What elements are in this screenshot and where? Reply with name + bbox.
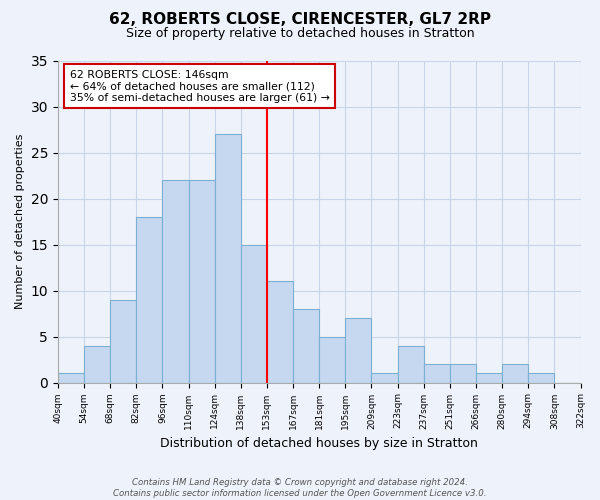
Bar xyxy=(58,374,84,382)
Bar xyxy=(293,309,319,382)
Bar xyxy=(136,217,163,382)
Text: 62 ROBERTS CLOSE: 146sqm
← 64% of detached houses are smaller (112)
35% of semi-: 62 ROBERTS CLOSE: 146sqm ← 64% of detach… xyxy=(70,70,329,103)
Bar xyxy=(346,318,371,382)
Bar xyxy=(319,336,346,382)
Bar xyxy=(84,346,110,383)
Bar xyxy=(188,180,215,382)
Bar xyxy=(371,374,398,382)
Bar xyxy=(528,374,554,382)
Y-axis label: Number of detached properties: Number of detached properties xyxy=(15,134,25,309)
Bar xyxy=(215,134,241,382)
Bar xyxy=(398,346,424,383)
Text: Size of property relative to detached houses in Stratton: Size of property relative to detached ho… xyxy=(125,28,475,40)
Bar xyxy=(267,282,293,382)
X-axis label: Distribution of detached houses by size in Stratton: Distribution of detached houses by size … xyxy=(160,437,478,450)
Bar xyxy=(163,180,188,382)
Bar xyxy=(424,364,450,382)
Bar xyxy=(241,244,267,382)
Bar xyxy=(502,364,528,382)
Bar xyxy=(110,300,136,382)
Bar xyxy=(476,374,502,382)
Text: Contains HM Land Registry data © Crown copyright and database right 2024.
Contai: Contains HM Land Registry data © Crown c… xyxy=(113,478,487,498)
Bar xyxy=(450,364,476,382)
Text: 62, ROBERTS CLOSE, CIRENCESTER, GL7 2RP: 62, ROBERTS CLOSE, CIRENCESTER, GL7 2RP xyxy=(109,12,491,28)
